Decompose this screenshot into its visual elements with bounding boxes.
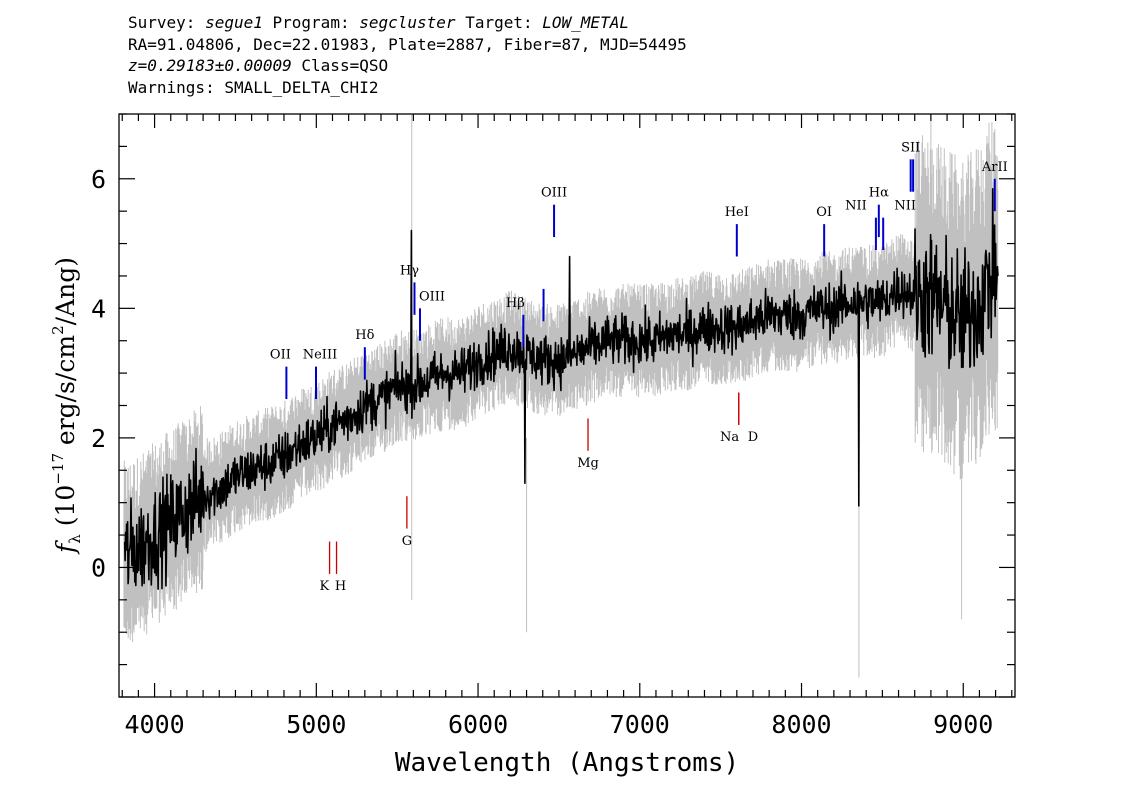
emission-line-label: NII <box>845 199 867 214</box>
class-value: Class=QSO <box>301 56 389 75</box>
target-value: LOW_METAL <box>542 13 629 32</box>
y-tick-label: 4 <box>91 294 106 323</box>
absorption-line-label: D <box>748 430 758 445</box>
absorption-line-label: Mg <box>577 456 599 471</box>
emission-line-label: SII <box>901 140 920 155</box>
emission-line-label: OIII <box>541 186 567 201</box>
redshift-value: z=0.29183±0.00009 <box>128 56 292 75</box>
x-axis-label: Wavelength (Angstroms) <box>395 748 739 778</box>
x-tick-label: 5000 <box>286 710 346 739</box>
header-line-redshift: z=0.29183±0.00009 Class=QSO <box>128 55 687 77</box>
program-label: Program: <box>272 13 350 32</box>
emission-line-label: NeIII <box>303 348 337 363</box>
absorption-line-label: G <box>402 534 412 549</box>
axis-ticks: 4000 5000 6000 7000 8000 9000 0 2 4 6 <box>91 113 1015 739</box>
program-value: segcluster <box>359 13 456 32</box>
y-tick-label: 2 <box>91 424 106 453</box>
emission-line-label: Hγ <box>400 263 419 278</box>
emission-line-label: HeI <box>725 205 749 220</box>
y-tick-label: 0 <box>91 553 106 582</box>
x-tick-label: 8000 <box>771 710 831 739</box>
emission-line-label: ArII <box>981 160 1008 175</box>
emission-line-label: OI <box>816 205 832 220</box>
x-tick-label: 4000 <box>124 710 184 739</box>
header-line-survey: Survey: segue1 Program: segcluster Targe… <box>128 12 687 34</box>
x-tick-label: 7000 <box>610 710 670 739</box>
flux-series <box>123 188 999 590</box>
emission-line-label: Hα <box>869 186 889 201</box>
y-axis-label: fλ (10−17 erg/s/cm2/Ang) <box>49 257 84 555</box>
header-line-coordinates: RA=91.04806, Dec=22.01983, Plate=2887, F… <box>128 34 687 54</box>
survey-value: segue1 <box>205 13 263 32</box>
absorption-line-label: H <box>335 579 346 594</box>
absorption-line-label: K <box>320 579 330 594</box>
emission-line-label: Hβ <box>506 296 525 311</box>
target-label: Target: <box>465 13 533 32</box>
y-tick-label: 6 <box>91 165 106 194</box>
emission-line-label: OIII <box>419 289 445 304</box>
absorption-line-label: Na <box>720 430 739 445</box>
emission-line-label: NII <box>894 199 916 214</box>
spectrum-header: Survey: segue1 Program: segcluster Targe… <box>128 12 687 98</box>
flux-line <box>123 188 999 590</box>
x-tick-label: 9000 <box>933 710 993 739</box>
survey-label: Survey: <box>128 13 196 32</box>
emission-line-label: Hδ <box>355 328 374 343</box>
x-tick-label: 6000 <box>448 710 508 739</box>
header-line-warnings: Warnings: SMALL_DELTA_CHI2 <box>128 77 379 97</box>
emission-line-label: OII <box>270 348 291 363</box>
